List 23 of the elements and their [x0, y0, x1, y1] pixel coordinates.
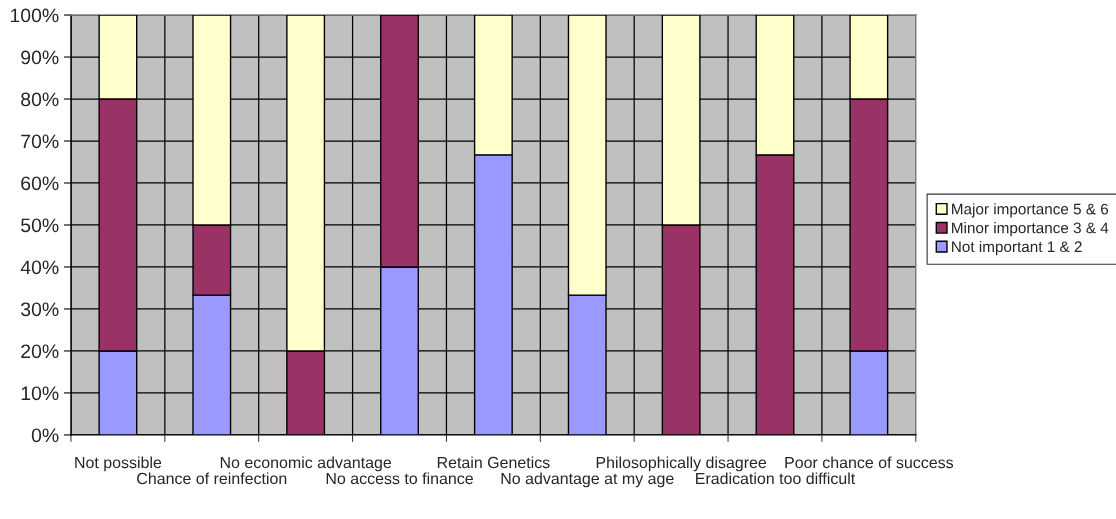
y-tick-label: 30%: [21, 302, 59, 317]
x-tick-label: Eradication too difficult: [696, 472, 856, 485]
y-tick-label: 40%: [20, 260, 59, 275]
x-tick-label: Retain Genetics: [437, 456, 550, 469]
x-tick-label: No access to finance: [326, 472, 473, 485]
y-tick-label: 50%: [21, 218, 59, 233]
x-tick-label: No advantage at my age: [501, 472, 674, 488]
x-tick-label: Not possible: [75, 456, 162, 472]
legend-label: Minor importance 3 & 4: [952, 222, 1109, 237]
x-tick-label: No economic advantage: [220, 456, 392, 472]
y-tick-label: 10%: [21, 386, 59, 401]
y-tick-label: 0%: [31, 428, 59, 443]
x-tick-label: Philosophically disagree: [596, 456, 767, 472]
y-tick-label: 60%: [21, 176, 59, 191]
y-tick-label: 70%: [21, 134, 59, 149]
y-tick-label: 20%: [21, 344, 59, 359]
y-tick-label: 80%: [21, 92, 59, 107]
y-tick-label: 90%: [21, 50, 59, 65]
legend-label: Major importance 5 & 6: [952, 203, 1109, 218]
legend-label: Not important 1 & 2: [952, 240, 1082, 256]
x-tick-label: Chance of reinfection: [137, 472, 287, 485]
y-tick-label: 100%: [10, 8, 59, 23]
x-tick-label: Poor chance of success: [785, 456, 954, 469]
